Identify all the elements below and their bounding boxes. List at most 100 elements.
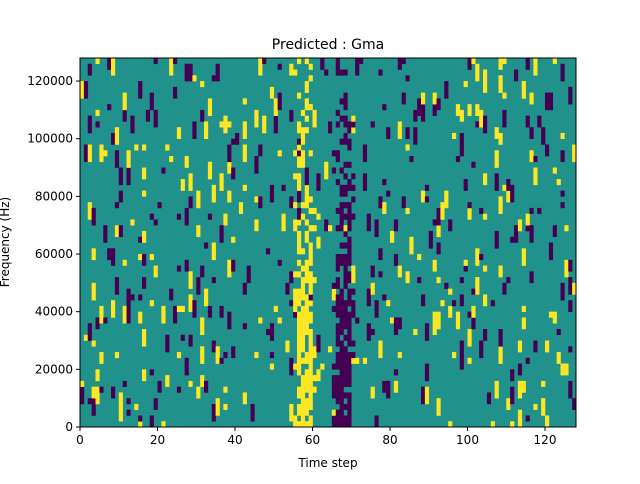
heatmap-cell <box>471 305 476 318</box>
heatmap-cell <box>545 415 550 428</box>
heatmap-cell <box>351 288 356 295</box>
heatmap-cell <box>529 271 534 284</box>
heatmap-cell <box>300 150 306 168</box>
heatmap-cell <box>297 144 302 151</box>
heatmap-cell <box>483 115 488 134</box>
heatmap-cell <box>421 104 426 122</box>
heatmap-cell <box>173 58 178 65</box>
heatmap-cell <box>200 375 205 387</box>
heatmap-cell <box>103 150 108 157</box>
heatmap-cell <box>328 225 333 232</box>
heatmap-cell <box>448 421 453 428</box>
heatmap-cell <box>386 127 391 140</box>
heatmap-cell <box>211 403 216 422</box>
x-tick-label: 120 <box>534 433 557 447</box>
heatmap-cell <box>413 109 418 122</box>
x-tick-label: 20 <box>150 433 165 447</box>
heatmap-cell <box>343 184 348 197</box>
heatmap-cell <box>471 288 476 295</box>
heatmap-cell <box>126 288 131 324</box>
heatmap-cell <box>308 242 313 266</box>
heatmap-cell <box>432 92 437 105</box>
heatmap-cell <box>273 115 278 134</box>
heatmap-cell <box>227 311 232 330</box>
heatmap-cell <box>517 340 523 353</box>
heatmap-cell <box>448 305 453 318</box>
heatmap-cell <box>545 340 550 353</box>
heatmap-cell <box>351 196 356 203</box>
heatmap-cell <box>111 132 116 145</box>
heatmap-cell <box>510 386 515 405</box>
heatmap-background <box>80 58 576 427</box>
heatmap-cell <box>316 173 321 191</box>
heatmap-cell <box>366 323 371 341</box>
y-axis-label: Frequency (Hz) <box>0 197 12 288</box>
heatmap-cell <box>413 127 418 145</box>
heatmap-cell <box>297 219 302 226</box>
heatmap-cell <box>560 190 565 197</box>
heatmap-cell <box>320 58 325 70</box>
heatmap-cell <box>281 184 286 191</box>
heatmap-cell <box>475 63 480 82</box>
heatmap-cell <box>254 196 259 203</box>
heatmap-cell <box>297 58 302 65</box>
heatmap-cell <box>568 380 573 399</box>
heatmap-cell <box>103 317 108 324</box>
heatmap-cell <box>304 421 309 428</box>
heatmap-cell <box>498 196 503 214</box>
heatmap-cell <box>409 236 414 255</box>
x-axis-label: Time step <box>297 456 357 470</box>
heatmap-cell <box>498 132 503 145</box>
heatmap-cell <box>521 248 526 266</box>
heatmap-cell <box>335 225 340 232</box>
heatmap-cell <box>378 196 383 209</box>
heatmap-cell <box>502 58 507 65</box>
heatmap-cell <box>211 75 216 82</box>
heatmap-cell <box>459 277 464 284</box>
heatmap-cell <box>99 386 104 393</box>
heatmap-cell <box>83 334 89 341</box>
heatmap-cell <box>215 63 220 82</box>
heatmap-cell <box>227 190 232 203</box>
heatmap-cell <box>463 81 468 88</box>
heatmap-cell <box>312 109 317 128</box>
heatmap-cell <box>355 357 360 364</box>
heatmap-cell <box>297 271 302 278</box>
heatmap-cell <box>421 190 426 203</box>
heatmap-cell <box>366 213 371 232</box>
plot-frame <box>79 57 577 428</box>
heatmap-cell <box>436 225 441 238</box>
heatmap-cell <box>390 230 395 243</box>
heatmap-cell <box>529 92 534 105</box>
heatmap-cell <box>541 127 546 145</box>
heatmap-cell <box>308 294 313 301</box>
heatmap-cell <box>455 104 461 116</box>
heatmap-cell <box>324 69 329 76</box>
heatmap-cell <box>335 207 340 214</box>
heatmap-cell <box>525 415 530 422</box>
heatmap-cell <box>200 317 205 336</box>
heatmap-cell <box>180 305 185 312</box>
heatmap-cell <box>494 230 499 249</box>
heatmap-cell <box>308 271 313 295</box>
heatmap-cell <box>339 138 344 145</box>
heatmap-cell <box>339 98 344 105</box>
heatmap-cell <box>215 346 220 364</box>
heatmap-cell <box>300 305 306 353</box>
heatmap-cell <box>529 207 534 214</box>
heatmap-cell <box>521 380 526 393</box>
heatmap-cell <box>149 300 154 307</box>
heatmap-cell <box>304 81 309 93</box>
heatmap-cell <box>331 415 337 428</box>
heatmap-cell <box>215 398 220 416</box>
heatmap-cell <box>343 230 348 238</box>
heatmap-cell <box>300 127 306 145</box>
heatmap-cell <box>436 98 441 111</box>
heatmap-cell <box>80 380 85 387</box>
heatmap-cell <box>176 127 182 140</box>
heatmap-cell <box>126 150 131 168</box>
heatmap-cell <box>467 202 472 209</box>
x-axis-ticks: 0 20 40 60 80 100 120 <box>76 427 556 447</box>
heatmap-cell <box>424 196 430 203</box>
heatmap-cell <box>219 173 224 191</box>
